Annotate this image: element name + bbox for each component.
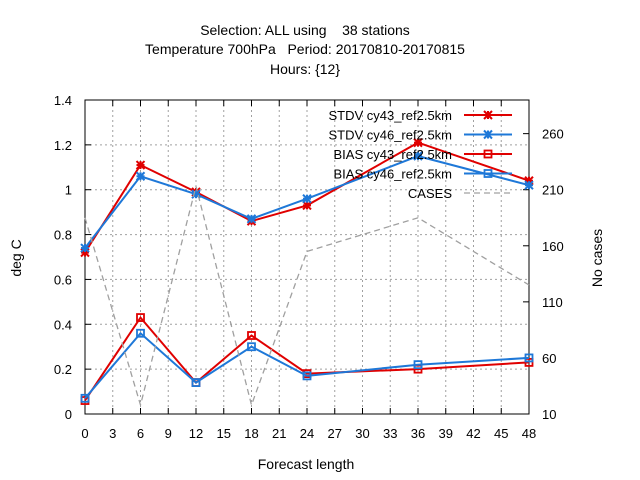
series-layer [80, 137, 534, 408]
x-axis-ticks: 0 3 6 9 12 15 18 21 24 27 30 33 36 39 42 45 48 [81, 100, 536, 441]
y2-tick-label: 160 [542, 239, 564, 254]
y-axis-label: deg C [8, 239, 24, 276]
data-point-square [191, 378, 201, 388]
series-4 [80, 328, 534, 403]
legend-entry: STDV cy46_ref2.5km [328, 128, 512, 143]
data-point-star [524, 180, 534, 190]
x-tick-label: 27 [328, 426, 342, 441]
data-point-square [80, 393, 90, 403]
y-tick-label: 1 [65, 183, 72, 198]
legend-label: BIAS cy46_ref2.5km [334, 167, 453, 182]
series-2 [80, 151, 534, 253]
legend-label: BIAS cy43_ref2.5km [334, 147, 453, 162]
y2-tick-label: 210 [542, 183, 564, 198]
x-tick-label: 48 [522, 426, 536, 441]
data-point-star [135, 160, 146, 170]
y2-tick-label: 10 [542, 407, 556, 422]
x-tick-label: 0 [81, 426, 88, 441]
data-point-star [246, 214, 257, 224]
data-point-square [413, 360, 423, 370]
series-5 [84, 186, 530, 408]
y2-tick-label: 110 [542, 295, 563, 310]
series-line [84, 315, 530, 402]
legend-entry: STDV cy43_ref2.5km [328, 108, 512, 123]
y2-axis-label: No cases [589, 229, 605, 287]
data-point-star [302, 193, 312, 204]
y-axis-ticks: 0 0.2 0.4 0.6 0.8 1 1.2 1.4 [54, 93, 91, 422]
data-point-square [483, 169, 493, 178]
x-tick-label: 12 [189, 426, 203, 441]
x-tick-label: 9 [165, 426, 172, 441]
data-point-square [524, 353, 534, 363]
legend: STDV cy43_ref2.5km STDV cy46_ref2.5km BIAS… [328, 108, 512, 201]
data-point-square [483, 149, 493, 159]
data-point-star [483, 129, 493, 140]
data-point-square [136, 313, 145, 322]
series-line [84, 186, 530, 408]
data-point-star [413, 137, 423, 148]
legend-entry: BIAS cy43_ref2.5km [334, 147, 512, 162]
legend-entry: CASES [408, 186, 512, 201]
legend-entry: BIAS cy46_ref2.5km [334, 167, 512, 182]
y-tick-label: 0.2 [54, 362, 72, 377]
y-tick-label: 0.8 [54, 228, 72, 243]
legend-label: CASES [408, 186, 452, 201]
title-line-1: Selection: ALL using 38 stations [200, 22, 410, 38]
y-tick-label: 0 [65, 407, 72, 422]
legend-label: STDV cy46_ref2.5km [328, 128, 452, 143]
data-point-square [524, 358, 534, 367]
data-point-star [135, 171, 146, 181]
x-tick-label: 42 [466, 426, 480, 441]
y-tick-label: 0.6 [54, 272, 72, 287]
chart-title: Selection: ALL using 38 stations Tempera… [145, 22, 465, 77]
y2-tick-label: 260 [542, 127, 564, 142]
data-point-star [80, 243, 90, 253]
x-tick-label: 24 [300, 426, 314, 441]
x-tick-label: 18 [244, 426, 258, 441]
x-tick-label: 30 [355, 426, 369, 441]
data-point-star [483, 110, 493, 120]
y-tick-label: 1.4 [54, 93, 72, 108]
data-point-square [247, 342, 256, 352]
x-tick-label: 21 [272, 426, 286, 441]
y2-tick-label: 60 [542, 351, 556, 366]
x-tick-label: 36 [411, 426, 425, 441]
data-point-star [413, 151, 423, 161]
x-tick-label: 15 [217, 426, 231, 441]
x-tick-label: 39 [439, 426, 453, 441]
title-line-2: Temperature 700hPa Period: 20170810-2017… [145, 41, 465, 57]
y2-axis-ticks: 10 60 110 160 210 260 [523, 127, 564, 422]
data-point-square [136, 328, 145, 338]
x-tick-label: 6 [137, 426, 144, 441]
y-tick-label: 0.4 [54, 317, 72, 332]
x-tick-label: 33 [383, 426, 397, 441]
x-tick-label: 3 [109, 426, 116, 441]
y-tick-label: 1.2 [54, 138, 72, 153]
data-point-square [302, 371, 312, 381]
title-line-3: Hours: {12} [270, 61, 340, 77]
legend-label: STDV cy43_ref2.5km [328, 108, 452, 123]
series-line [84, 331, 530, 399]
x-tick-label: 45 [494, 426, 508, 441]
data-point-square [247, 331, 256, 340]
x-axis-label: Forecast length [258, 456, 355, 472]
